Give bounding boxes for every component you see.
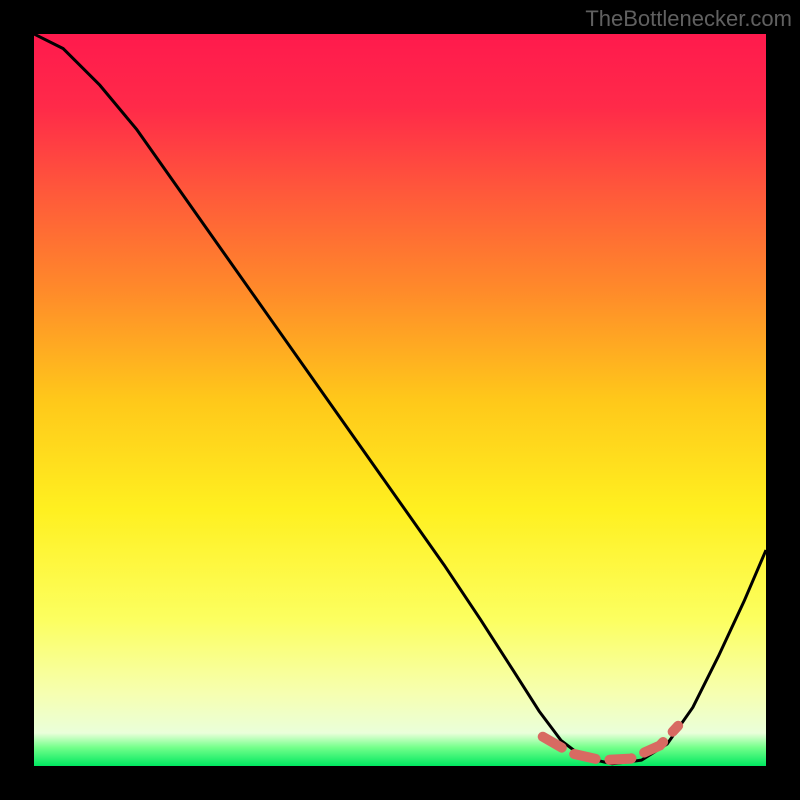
chart-frame: TheBottlenecker.com <box>0 0 800 800</box>
chart-plot-area <box>34 34 766 766</box>
optimal-range-markers <box>543 726 678 760</box>
watermark-text: TheBottlenecker.com <box>585 6 792 32</box>
bottleneck-curve <box>34 34 766 764</box>
chart-overlay <box>34 34 766 766</box>
